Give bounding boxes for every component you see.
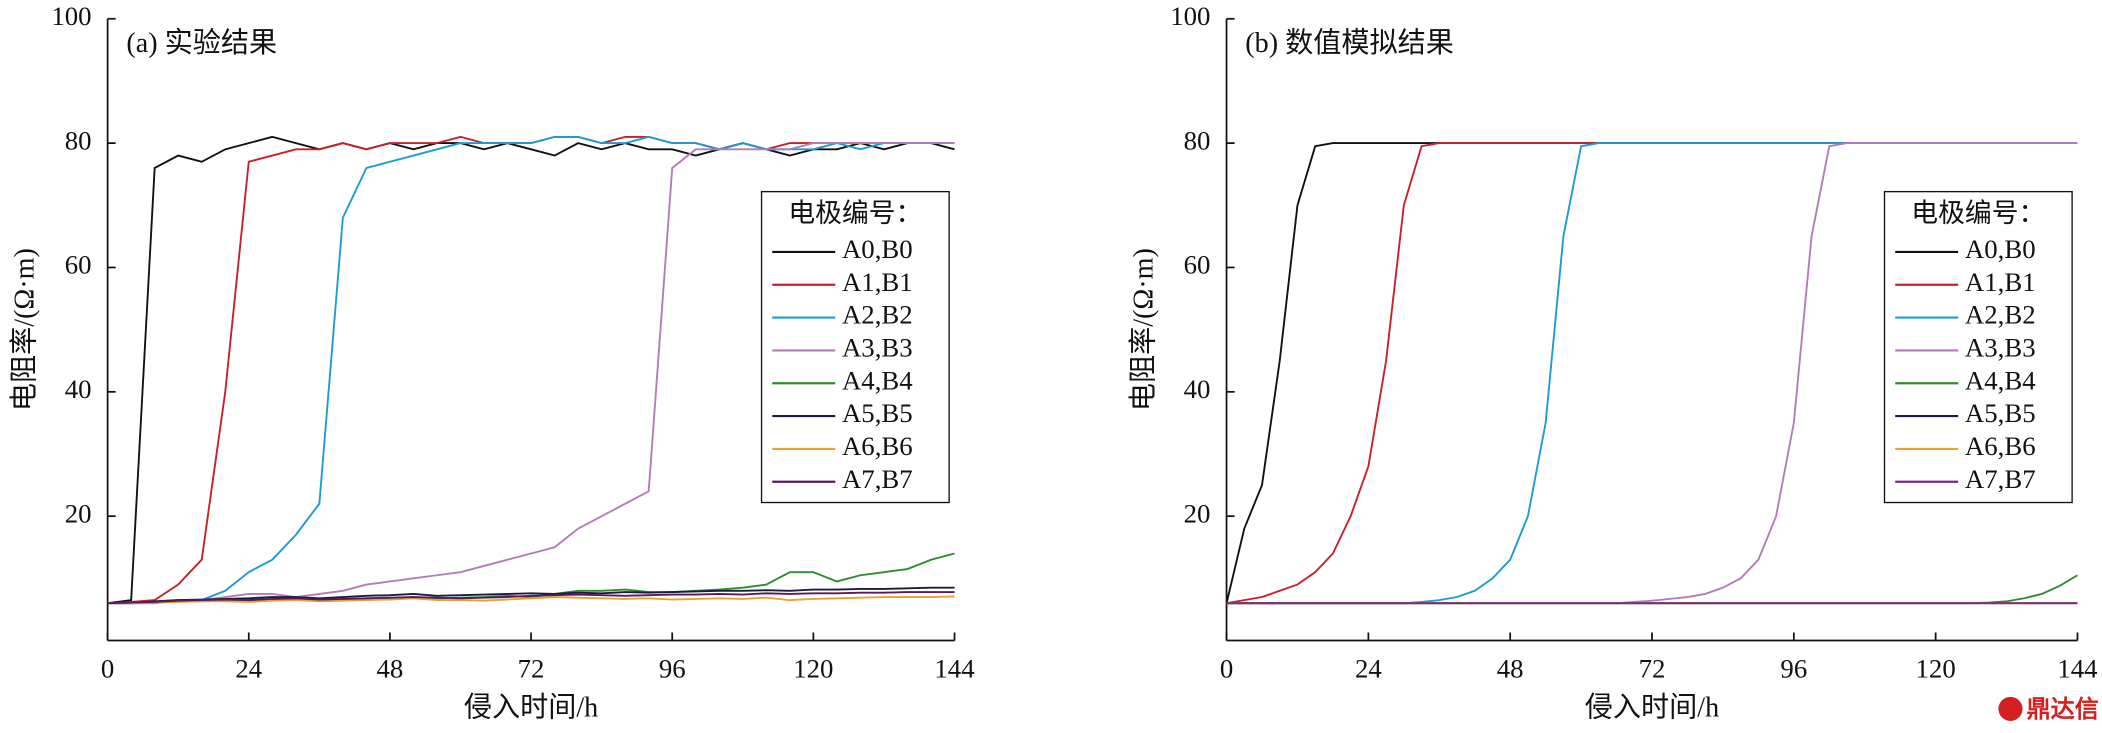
x-tick-label: 48 (1497, 654, 1524, 684)
legend-label: A0,B0 (1965, 234, 2036, 264)
chart-title: (a) 实验结果 (126, 27, 277, 59)
y-tick-label: 80 (1184, 125, 1211, 155)
x-axis-label: 侵入时间/h (464, 692, 598, 724)
x-tick-label: 72 (518, 654, 545, 684)
legend-label: A7,B7 (1965, 464, 2036, 494)
y-tick-label: 20 (65, 498, 92, 528)
series-line (107, 595, 955, 605)
legend-label: A6,B6 (842, 431, 913, 461)
series-line (107, 142, 955, 605)
x-tick-label: 120 (1916, 654, 1956, 684)
x-tick-label: 24 (235, 654, 262, 684)
legend-label: A3,B3 (842, 333, 913, 363)
y-tick-label: 60 (65, 250, 92, 280)
x-tick-label: 72 (1639, 654, 1666, 684)
y-tick-label: 100 (51, 1, 91, 31)
legend-label: A2,B2 (842, 300, 913, 330)
x-tick-label: 144 (2057, 654, 2097, 684)
legend-title: 电极编号： (1911, 198, 2045, 228)
legend-label: A5,B5 (1965, 398, 2036, 428)
x-tick-label: 0 (1220, 654, 1233, 684)
legend-label: A4,B4 (842, 365, 913, 395)
y-tick-label: 60 (1184, 250, 1211, 280)
y-tick-label: 40 (1184, 374, 1211, 404)
x-tick-label: 48 (377, 654, 404, 684)
legend-label: A6,B6 (1965, 431, 2036, 461)
legend-label: A1,B1 (1965, 267, 2036, 297)
logo-icon (1998, 696, 2023, 721)
series-line (1226, 574, 2078, 605)
x-axis-label: 侵入时间/h (1585, 692, 1719, 724)
legend-label: A3,B3 (1965, 333, 2036, 363)
series-line (107, 135, 955, 605)
y-tick-label: 80 (65, 125, 92, 155)
legend-label: A1,B1 (842, 267, 913, 297)
y-tick-label: 20 (1184, 498, 1211, 528)
chart-title: (b) 数值模拟结果 (1245, 27, 1454, 59)
legend-label: A0,B0 (842, 234, 913, 264)
legend-box (760, 190, 950, 504)
x-tick-label: 96 (659, 654, 686, 684)
series-line (107, 586, 955, 605)
legend-label: A4,B4 (1965, 365, 2036, 395)
legend-box (1883, 190, 2073, 504)
y-axis-label: 电阻率/(Ω·m) (9, 248, 41, 411)
y-tick-label: 100 (1170, 1, 1210, 31)
legend-title: 电极编号： (788, 198, 922, 228)
x-tick-label: 24 (1355, 654, 1382, 684)
legend-label: A5,B5 (842, 398, 913, 428)
series-line (107, 591, 955, 605)
watermark: 鼎达信 (2027, 695, 2099, 723)
x-tick-label: 144 (934, 654, 974, 684)
y-tick-label: 40 (65, 374, 92, 404)
legend-label: A2,B2 (1965, 300, 2036, 330)
x-tick-label: 120 (793, 654, 833, 684)
x-tick-label: 0 (101, 654, 114, 684)
x-tick-label: 96 (1780, 654, 1807, 684)
y-axis-label: 电阻率/(Ω·m) (1128, 248, 1160, 411)
legend-label: A7,B7 (842, 464, 913, 494)
